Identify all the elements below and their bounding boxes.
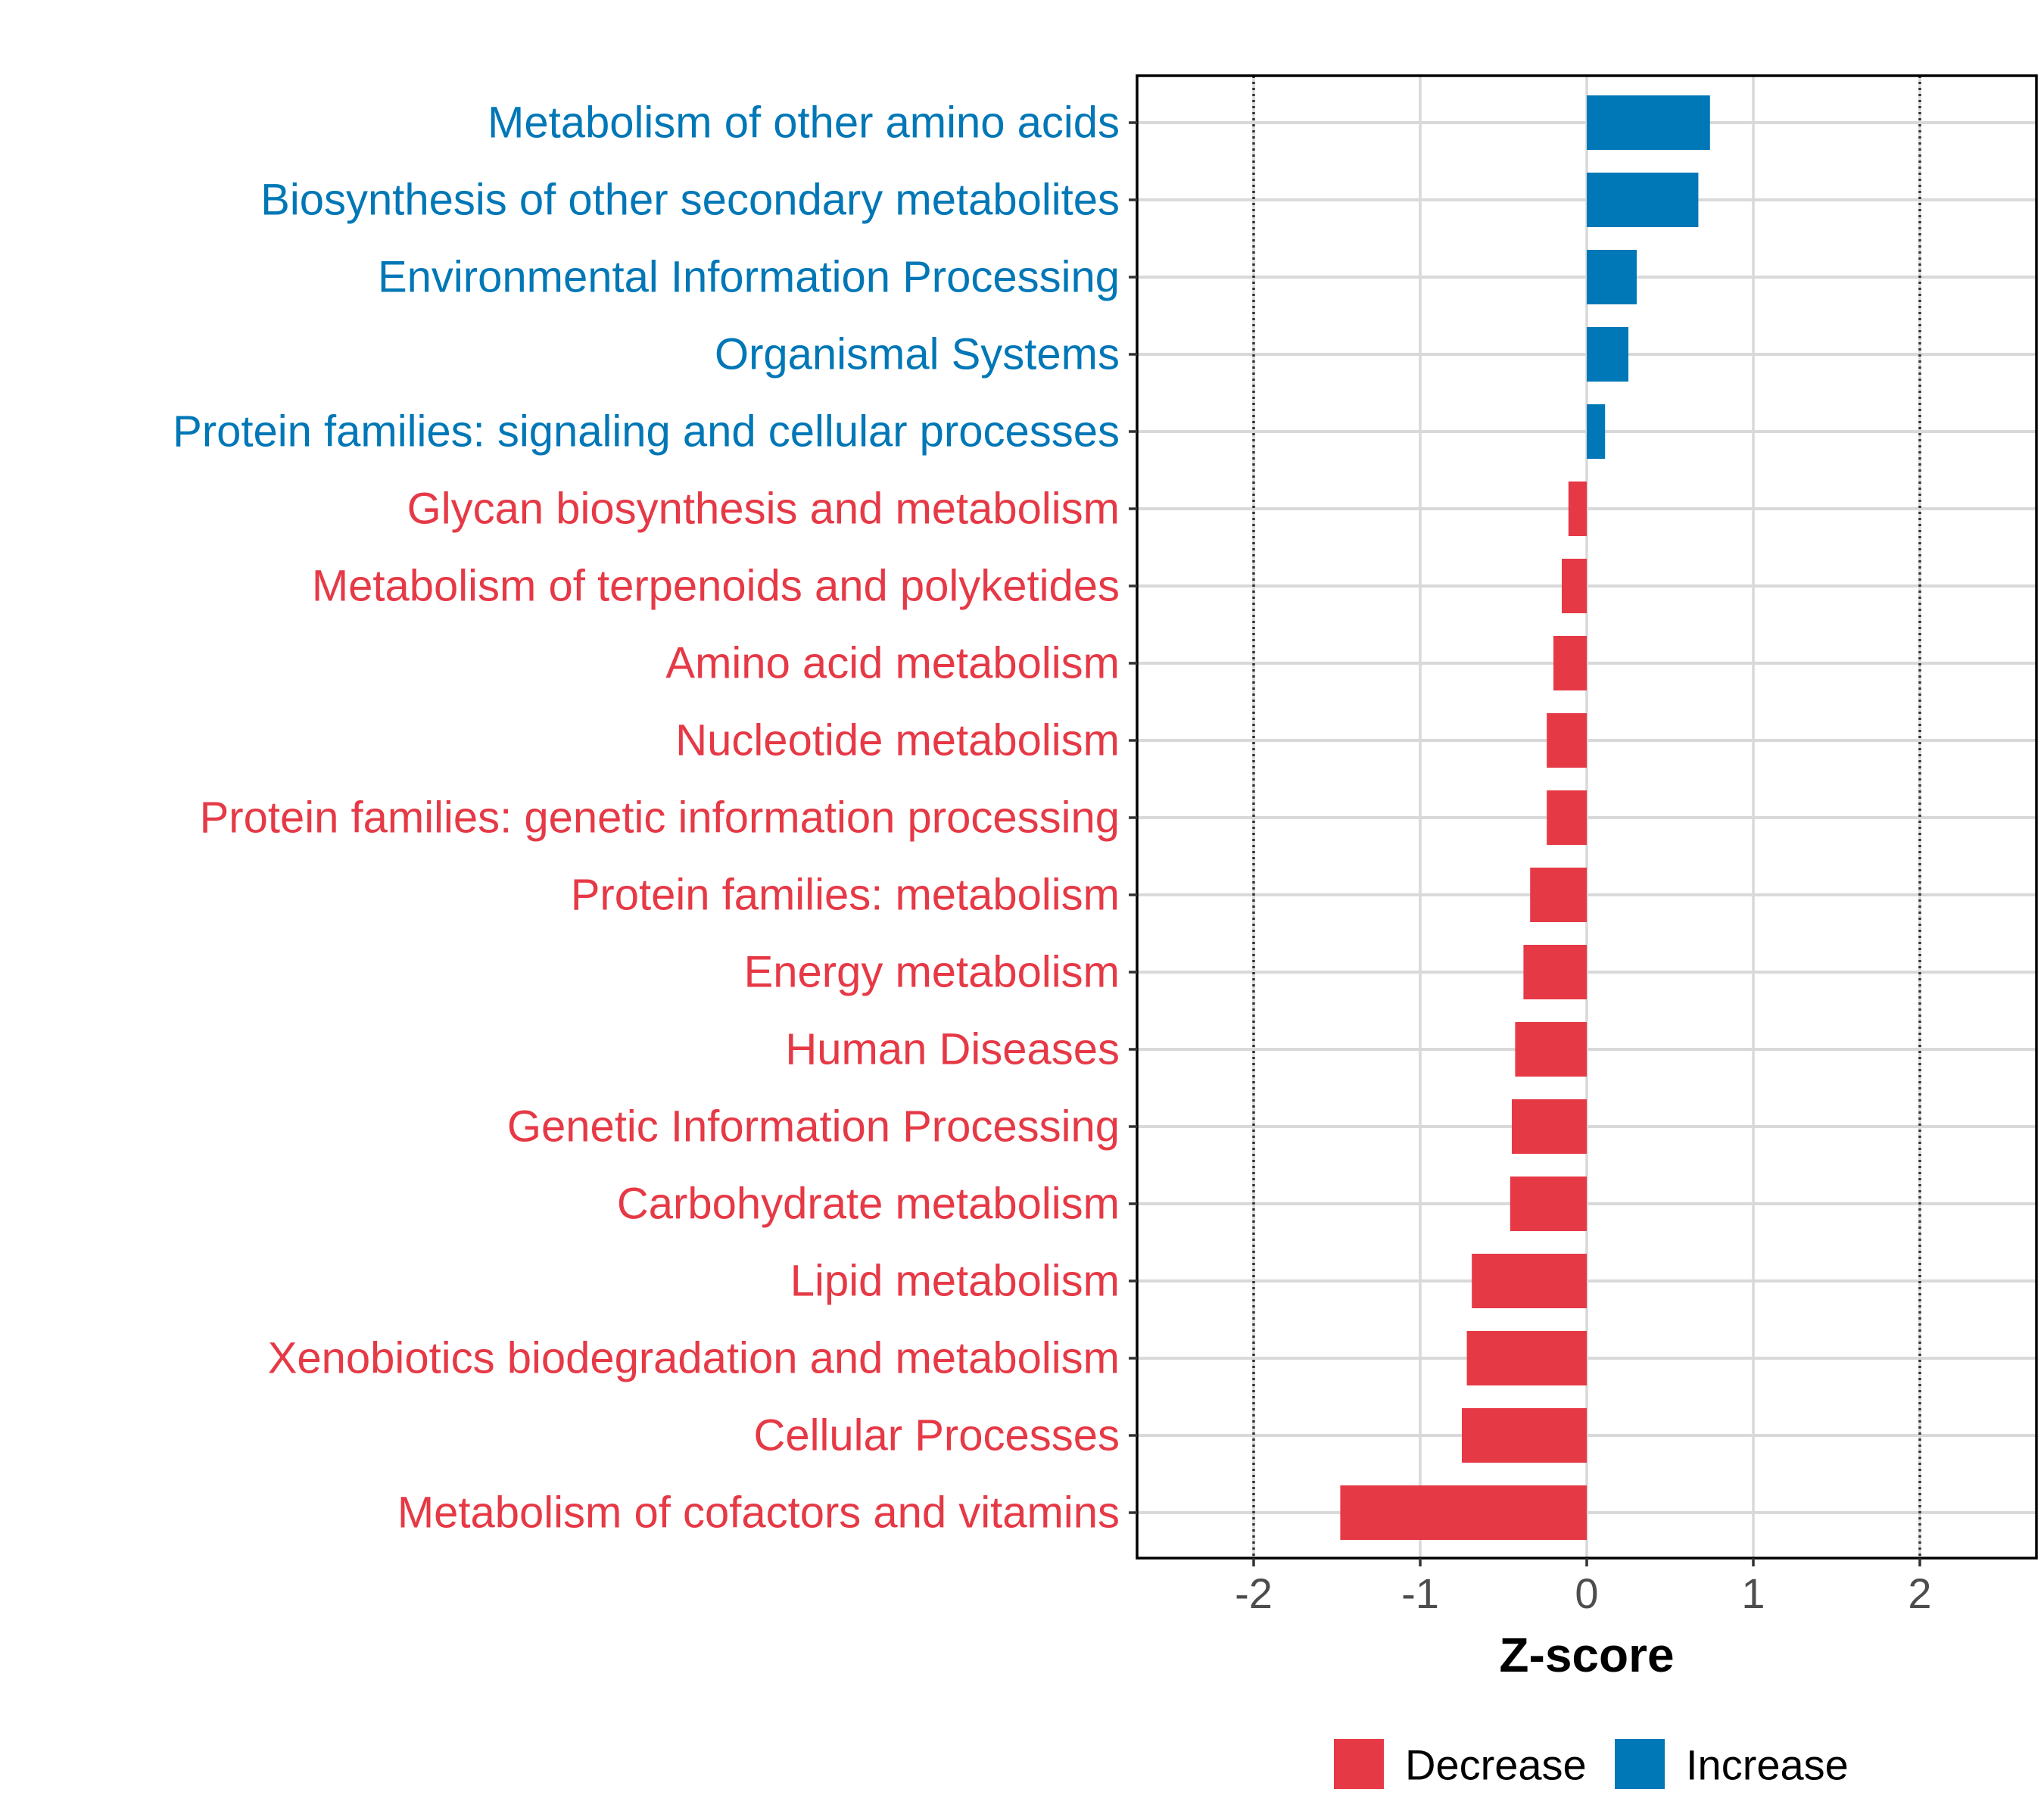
x-tick-label: 0 (1575, 1569, 1598, 1617)
category-label: Environmental Information Processing (378, 253, 1120, 302)
category-label: Genetic Information Processing (507, 1102, 1120, 1152)
category-label: Metabolism of other amino acids (488, 98, 1120, 148)
category-label: Amino acid metabolism (665, 639, 1120, 688)
bar-increase (1587, 95, 1710, 150)
bar-decrease (1523, 945, 1587, 999)
bar-decrease (1547, 713, 1587, 768)
x-tick-label: -2 (1235, 1569, 1273, 1617)
y-axis: Metabolism of other amino acids Biosynthe… (173, 98, 1137, 1538)
bar-decrease (1515, 1022, 1587, 1077)
category-label: Carbohydrate metabolism (617, 1180, 1120, 1229)
category-label: Protein families: signaling and cellular… (173, 407, 1120, 457)
bar-increase (1587, 327, 1628, 382)
x-tick-label: 2 (1908, 1569, 1931, 1617)
bar-decrease (1530, 868, 1587, 922)
category-label: Glycan biosynthesis and metabolism (407, 485, 1120, 534)
legend-key-increase (1615, 1739, 1665, 1789)
category-label: Metabolism of cofactors and vitamins (397, 1488, 1120, 1538)
legend: Decrease Increase (1334, 1739, 1849, 1789)
bar-increase (1587, 404, 1606, 459)
bar-increase (1587, 173, 1699, 227)
bar-decrease (1512, 1099, 1587, 1154)
category-label: Cellular Processes (753, 1411, 1120, 1460)
category-label: Human Diseases (785, 1025, 1120, 1074)
x-axis: -2 -1 0 1 2 (1235, 1558, 1932, 1617)
bar-decrease (1466, 1331, 1587, 1385)
bar-increase (1587, 250, 1637, 304)
reference-lines (1252, 76, 1921, 1558)
category-label: Xenobiotics biodegradation and metabolis… (268, 1334, 1120, 1383)
x-tick-label: 1 (1741, 1569, 1765, 1617)
bar-decrease (1568, 482, 1587, 536)
category-label: Nucleotide metabolism (675, 716, 1120, 765)
bar-decrease (1510, 1177, 1587, 1231)
category-label: Lipid metabolism (790, 1257, 1120, 1306)
category-label: Organismal Systems (715, 330, 1120, 379)
category-label: Protein families: genetic information pr… (200, 793, 1120, 843)
bar-decrease (1462, 1408, 1587, 1463)
legend-label-decrease: Decrease (1405, 1741, 1587, 1789)
bar-decrease (1553, 636, 1587, 690)
legend-label-increase: Increase (1686, 1741, 1849, 1789)
category-label: Energy metabolism (744, 948, 1120, 997)
bars (1340, 95, 1710, 1540)
legend-key-decrease (1334, 1739, 1384, 1789)
category-label: Metabolism of terpenoids and polyketides (312, 562, 1120, 611)
x-tick-label: -1 (1401, 1569, 1439, 1617)
bar-decrease (1562, 559, 1587, 613)
bar-decrease (1472, 1254, 1587, 1308)
bar-decrease (1340, 1485, 1587, 1540)
category-label: Biosynthesis of other secondary metaboli… (260, 176, 1120, 225)
x-axis-title: Z-score (1499, 1628, 1674, 1682)
bar-decrease (1547, 790, 1587, 845)
category-label: Protein families: metabolism (571, 871, 1120, 920)
